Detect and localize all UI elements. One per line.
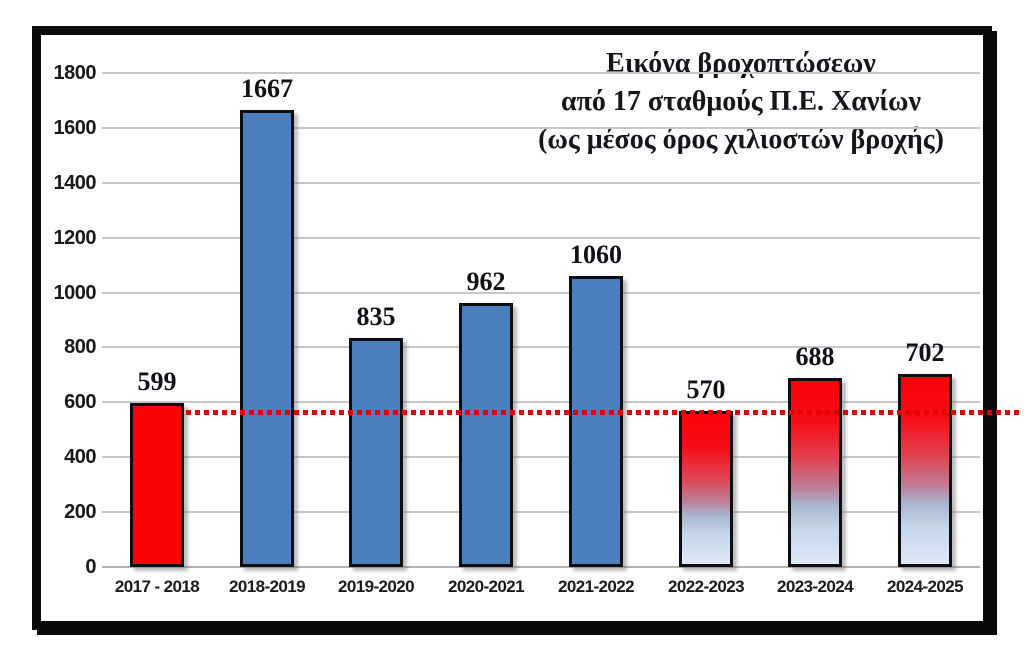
- y-tick-label: 800: [64, 336, 96, 359]
- x-tick-label: 2023-2024: [777, 577, 854, 596]
- x-tick-label: 2021-2022: [558, 577, 635, 596]
- chart-frame: Εικόνα βροχοπτώσεων από 17 σταθμούς Π.Ε.…: [32, 26, 992, 630]
- y-tick-label: 0: [85, 556, 96, 578]
- y-tick-label: 200: [64, 501, 96, 524]
- bar-value-label: 1060: [570, 240, 622, 269]
- gridline: [102, 346, 980, 349]
- x-tick-label: 2020-2021: [448, 577, 525, 596]
- y-tick-label: 1400: [53, 171, 97, 194]
- gridline: [102, 181, 980, 184]
- bar-value-label: 702: [905, 338, 945, 367]
- gridline: [102, 401, 980, 404]
- bar-value-label: 599: [137, 367, 177, 396]
- y-tick-label: 600: [64, 391, 96, 414]
- bar-2023-2024: [788, 378, 842, 567]
- gridline: [102, 511, 980, 514]
- bar-2021-2022: [569, 276, 623, 567]
- chart-title-line-2: από 17 σταθμούς Π.Ε. Χανίων: [560, 86, 922, 117]
- chart-title: Εικόνα βροχοπτώσεων από 17 σταθμούς Π.Ε.…: [461, 45, 1021, 159]
- chart-title-line-3: (ως μέσος όρος χιλιοστών βροχής): [538, 124, 944, 155]
- x-tick-label: 2019-2020: [338, 577, 415, 596]
- chart-title-line-1: Εικόνα βροχοπτώσεων: [606, 48, 876, 79]
- bar-2017-2018: [130, 403, 184, 567]
- x-tick-label: 2017 - 2018: [114, 577, 200, 596]
- x-tick-label: 2024-2025: [887, 577, 964, 596]
- bar-value-label: 570: [686, 375, 726, 404]
- x-axis-line: [102, 566, 980, 568]
- gridline: [102, 456, 980, 459]
- reference-line: [186, 410, 1021, 415]
- bar-value-label: 688: [795, 342, 835, 371]
- y-tick-label: 1800: [53, 62, 97, 84]
- gridline: [102, 236, 980, 239]
- gridline: [102, 126, 980, 129]
- bar-2022-2023: [679, 411, 733, 567]
- bar-value-label: 1667: [241, 74, 293, 103]
- bar-2019-2020: [349, 338, 403, 567]
- bar-2018-2019: [240, 110, 294, 567]
- bar-value-label: 835: [356, 302, 396, 331]
- gridline: [102, 291, 980, 294]
- y-tick-label: 1000: [53, 281, 97, 304]
- gridline: [102, 72, 980, 74]
- y-tick-label: 1200: [53, 226, 97, 249]
- x-tick-label: 2018-2019: [229, 577, 306, 596]
- bar-2024-2025: [898, 374, 952, 567]
- bar-2020-2021: [459, 303, 513, 567]
- y-tick-label: 1600: [53, 116, 97, 139]
- x-tick-label: 2022-2023: [668, 577, 745, 596]
- bar-value-label: 962: [466, 267, 506, 296]
- y-tick-label: 400: [64, 446, 96, 469]
